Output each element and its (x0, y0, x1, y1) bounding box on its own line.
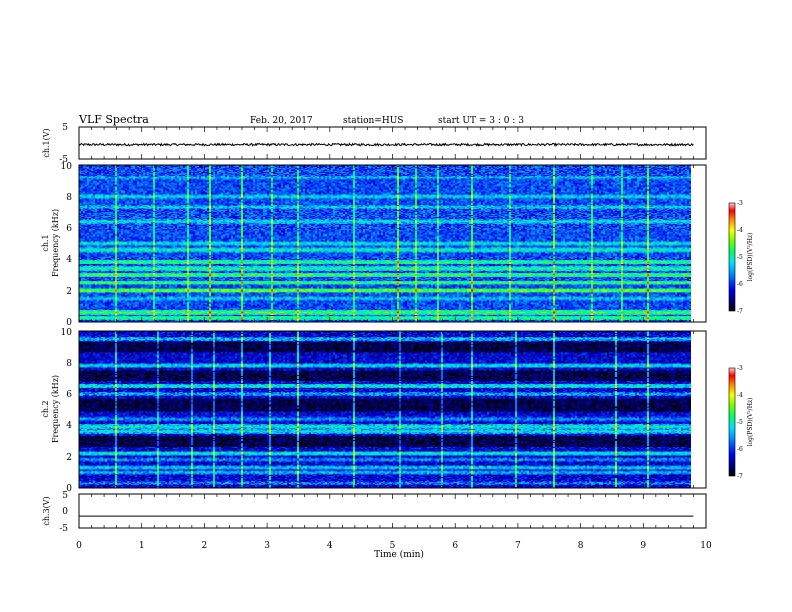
ch1-ytick-2: 2 (66, 287, 72, 297)
time-axis-tick-label: 1 (139, 541, 145, 551)
ch2-ytick-0: 0 (66, 484, 72, 494)
ch2-colorbar-tick: -7 (737, 473, 743, 480)
ch3-waveform-frame (78, 493, 707, 529)
time-axis-tick-label: 10 (700, 541, 712, 551)
ch3-waveform-panel: 5 0 -5 ch.3(V) 0 1 2 3 4 5 6 7 8 9 10 Time (min) (42, 491, 712, 560)
time-axis-tick-label: 7 (515, 541, 521, 551)
ch2-colorbar-tick: -3 (737, 365, 743, 372)
time-axis-tick-labels: 0 1 2 3 4 5 6 7 8 9 10 (76, 541, 712, 551)
ch1-axis-ticks (78, 127, 707, 159)
ch1-colorbar-tick: -4 (737, 227, 743, 234)
figure-title: VLF Spectra (78, 113, 149, 126)
ch1-spectrogram-panel: 0 2 4 6 8 10 ch.1 Frequency (kHz) (41, 162, 707, 328)
ch2-spectrogram-panel: 0 2 4 6 8 10 ch.2 Frequency (kHz) (41, 328, 707, 494)
ch1-ytick-top: 5 (62, 123, 68, 133)
time-axis-tick-label: 3 (264, 541, 270, 551)
ch1-ylabel: ch.1(V) (42, 128, 51, 157)
time-axis-tick-label: 6 (452, 541, 458, 551)
ch1-spectrogram-image (79, 165, 691, 322)
ch2-colorbar-label: log(PSD)(V²/Hz) (747, 398, 754, 447)
ch3-ylabel: ch.3(V) (42, 496, 51, 525)
ch1-colorbar: -3 -4 -5 -6 -7 log(PSD)(V²/Hz) (728, 200, 754, 315)
ch2-colorbar-tick: -6 (737, 446, 743, 453)
time-axis-label: Time (min) (374, 549, 424, 560)
ch1-ytick-8: 8 (66, 193, 72, 203)
ch1-waveform-frame (78, 126, 707, 160)
ch2-spectrogram-image (79, 331, 691, 488)
time-axis-tick-label: 4 (327, 541, 333, 551)
ch2-ytick-10: 10 (61, 328, 73, 338)
ch2-colorbar-tick: -4 (737, 392, 743, 399)
ch1-ytick-0: 0 (66, 318, 72, 328)
ch1-waveform-trace (78, 142, 694, 148)
ch1-ytick-6: 6 (66, 224, 72, 234)
ch2-colorbar: -3 -4 -5 -6 -7 log(PSD)(V²/Hz) (728, 365, 754, 480)
ch1-colorbar-tick: -3 (737, 200, 743, 207)
ch3-axis-ticks (78, 494, 707, 528)
time-axis-tick-label: 5 (390, 541, 396, 551)
ch2-spectrogram-ylabel-frequency: Frequency (kHz) (51, 375, 60, 443)
time-axis-tick-label: 0 (76, 541, 82, 551)
ch2-spectrogram-ylabel-channel: ch.2 (41, 400, 50, 417)
ch1-spectrogram-ylabel-channel: ch.1 (41, 234, 50, 251)
ch2-ytick-6: 6 (66, 390, 72, 400)
ch1-ytick-4: 4 (66, 255, 72, 265)
ch3-ytick-bottom: -5 (59, 524, 68, 534)
start-time-label: start UT = 3 : 0 : 3 (438, 116, 524, 126)
station-label: station=HUS (343, 116, 403, 126)
ch3-ytick-mid: 0 (62, 507, 68, 517)
ch2-ytick-2: 2 (66, 453, 72, 463)
ch1-colorbar-gradient (728, 202, 736, 312)
ch1-colorbar-tick: -6 (737, 281, 743, 288)
ch1-spectrogram-ylabel-frequency: Frequency (kHz) (51, 209, 60, 277)
ch1-spectrogram-ticks (78, 165, 707, 322)
ch2-ytick-8: 8 (66, 359, 72, 369)
ch1-colorbar-tick: -5 (737, 254, 743, 261)
ch1-colorbar-tick: -7 (737, 308, 743, 315)
time-axis-tick-label: 8 (578, 541, 584, 551)
ch1-ytick-bottom: -5 (59, 155, 68, 165)
ch3-ytick-top: 5 (62, 491, 68, 501)
ch2-colorbar-tick: -5 (737, 419, 743, 426)
ch2-colorbar-gradient (728, 367, 736, 477)
date-label: Feb. 20, 2017 (250, 116, 313, 126)
ch2-spectrogram-ticks (78, 331, 707, 488)
ch1-colorbar-label: log(PSD)(V²/Hz) (747, 233, 754, 282)
ch1-waveform-panel: 5 -5 ch.1(V) (42, 123, 707, 165)
time-axis-tick-label: 2 (202, 541, 208, 551)
ch1-ytick-10: 10 (61, 162, 73, 172)
time-axis-tick-label: 9 (640, 541, 646, 551)
ch2-ytick-4: 4 (66, 421, 72, 431)
